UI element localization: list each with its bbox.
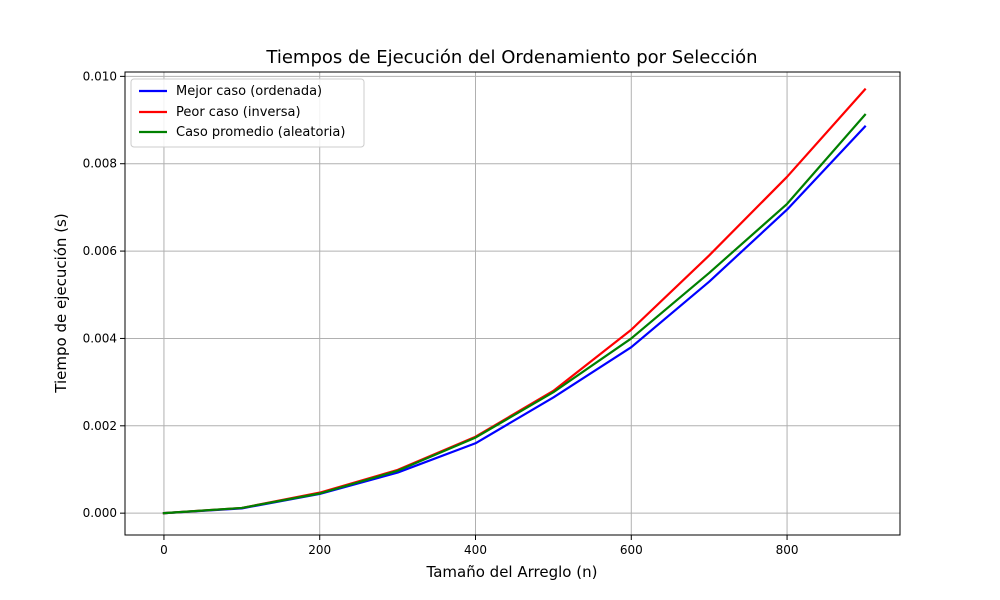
- legend-label-mejor-caso: Mejor caso (ordenada): [176, 84, 322, 99]
- x-tick-label: 400: [464, 543, 487, 557]
- plot-frame: [124, 71, 901, 536]
- x-tick-label: 800: [776, 543, 799, 557]
- legend: Mejor caso (ordenada) Peor caso (inversa…: [130, 78, 365, 148]
- y-tick-label: 0.008: [83, 157, 117, 171]
- y-tick-label: 0.002: [83, 419, 117, 433]
- series-line-caso-promedio-aleatoria: [162, 113, 867, 515]
- y-tick-label: 0.004: [83, 331, 117, 345]
- plot-area: [125, 72, 900, 535]
- y-axis-label: Tiempo de ejecución (s): [52, 213, 70, 393]
- chart-title: Tiempos de Ejecución del Ordenamiento po…: [265, 47, 757, 68]
- x-tick-label: 0: [160, 543, 168, 557]
- y-tick-label: 0.006: [83, 244, 117, 258]
- x-tick-label: 200: [308, 543, 331, 557]
- x-axis-label: Tamaño del Arreglo (n): [426, 563, 598, 581]
- grid: [125, 72, 900, 535]
- y-axis: 0.000 0.002 0.004 0.006 0.008 0.010: [83, 69, 125, 520]
- series-layer: [162, 87, 867, 515]
- y-tick-label: 0.000: [83, 506, 117, 520]
- x-axis: 0 200 400 600 800: [160, 535, 799, 557]
- y-tick-label: 0.010: [83, 69, 117, 83]
- legend-label-caso-promedio: Caso promedio (aleatoria): [176, 125, 345, 140]
- x-tick-label: 600: [620, 543, 643, 557]
- legend-box: [130, 78, 365, 148]
- legend-label-peor-caso: Peor caso (inversa): [176, 105, 301, 120]
